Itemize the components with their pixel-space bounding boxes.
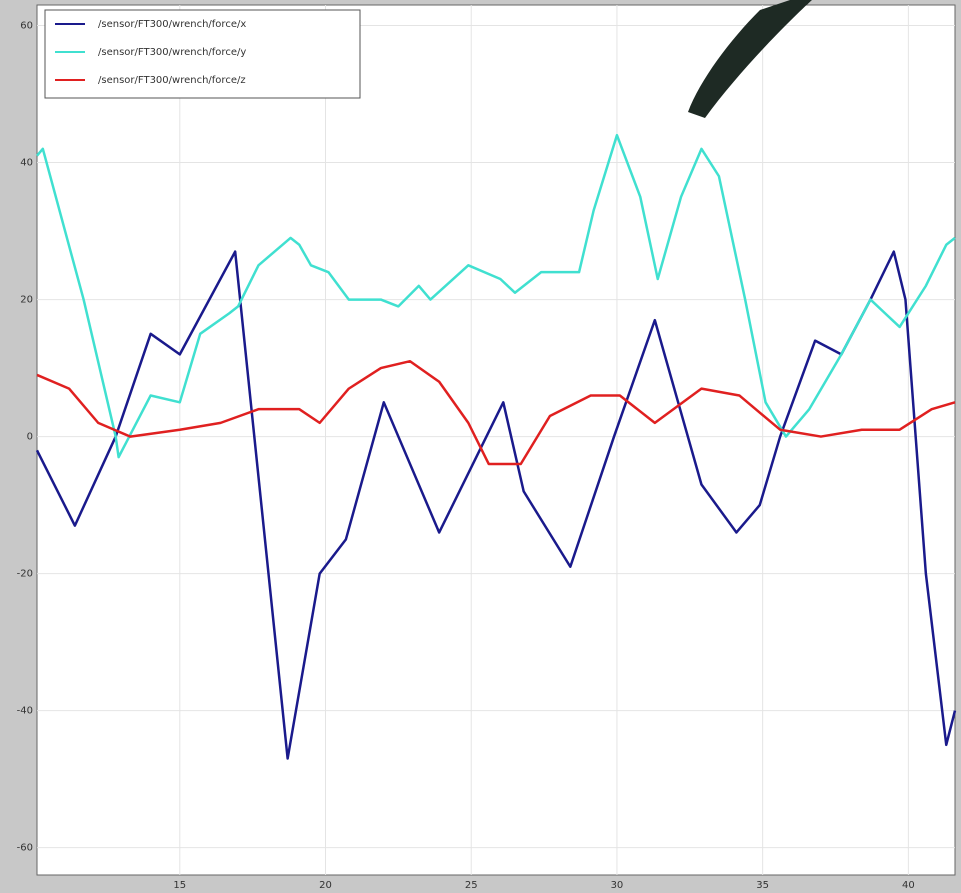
- x-tick-label: 20: [319, 880, 332, 891]
- x-tick-label: 30: [611, 880, 624, 891]
- plot-area: [37, 5, 955, 875]
- legend-label: /sensor/FT300/wrench/force/y: [98, 47, 246, 58]
- y-tick-label: 20: [20, 295, 33, 306]
- y-tick-label: -20: [17, 569, 33, 580]
- y-tick-label: 60: [20, 21, 33, 32]
- legend: /sensor/FT300/wrench/force/x/sensor/FT30…: [45, 10, 360, 98]
- x-tick-label: 25: [465, 880, 478, 891]
- x-tick-label: 15: [173, 880, 186, 891]
- x-tick-label: 35: [756, 880, 769, 891]
- screenshot: -60 -40 -20 0 20 40 60 15 20 25 30 35 40 /sensor/FT3…: [0, 0, 961, 893]
- y-tick-label: -60: [17, 843, 33, 854]
- y-tick-label: -40: [17, 706, 33, 717]
- x-tick-label: 40: [902, 880, 915, 891]
- legend-label: /sensor/FT300/wrench/force/z: [98, 75, 246, 86]
- y-tick-label: 0: [27, 432, 33, 443]
- y-tick-label: 40: [20, 158, 33, 169]
- legend-label: /sensor/FT300/wrench/force/x: [98, 19, 246, 30]
